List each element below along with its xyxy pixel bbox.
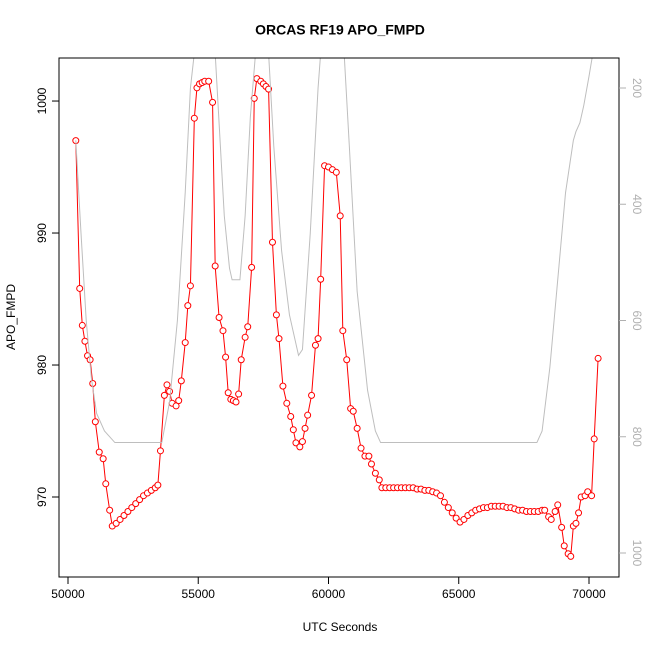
- x-tick-label: 50000: [51, 587, 85, 601]
- data-point: [166, 387, 174, 395]
- data-point: [211, 262, 219, 270]
- data-point: [215, 314, 223, 321]
- data-point: [554, 501, 562, 509]
- series-line: [75, 58, 593, 444]
- data-point: [287, 412, 295, 420]
- x-tick-label: 55000: [182, 587, 216, 601]
- data-point: [78, 321, 86, 329]
- data-point: [547, 515, 555, 523]
- data-point: [163, 381, 171, 389]
- data-point: [567, 552, 575, 560]
- data-point: [448, 509, 456, 517]
- data-point: [575, 509, 583, 517]
- data-point: [298, 438, 306, 446]
- data-point: [317, 275, 325, 283]
- y2-tick-label: 800: [630, 427, 644, 447]
- y2-tick-label: 400: [630, 194, 644, 214]
- data-point: [181, 339, 189, 347]
- data-point: [275, 335, 283, 343]
- y2-tick-label: 600: [630, 310, 644, 330]
- data-point: [190, 114, 198, 122]
- x-tick-label: 65000: [442, 587, 476, 601]
- data-point: [156, 447, 164, 455]
- data-point: [279, 382, 287, 390]
- data-point: [594, 354, 602, 362]
- data-point: [232, 398, 240, 406]
- data-point: [437, 492, 445, 500]
- data-point: [367, 460, 375, 468]
- data-point: [237, 356, 245, 364]
- data-point: [558, 523, 566, 531]
- data-point: [175, 397, 183, 405]
- plot-area: [72, 58, 602, 560]
- data-point: [209, 98, 217, 106]
- data-point: [184, 302, 192, 310]
- plot-frame: [58, 57, 620, 578]
- data-point: [289, 426, 297, 434]
- y-tick-label: 970: [35, 487, 49, 507]
- data-point: [91, 418, 99, 426]
- data-point: [304, 411, 312, 419]
- data-point: [353, 424, 361, 432]
- y-tick-label: 990: [35, 223, 49, 243]
- x-tick-label: 60000: [312, 587, 346, 601]
- data-point: [311, 341, 319, 349]
- data-point: [95, 448, 103, 456]
- data-point: [250, 94, 258, 102]
- data-point: [76, 284, 84, 292]
- data-point: [99, 455, 107, 463]
- data-point: [551, 508, 559, 516]
- data-point: [336, 212, 344, 220]
- data-point: [160, 391, 168, 399]
- x-tick-label: 70000: [572, 587, 606, 601]
- data-point: [283, 399, 291, 407]
- data-point: [244, 323, 252, 331]
- data-point: [219, 327, 227, 335]
- data-point: [186, 282, 194, 290]
- data-point: [365, 452, 373, 460]
- data-point: [572, 519, 580, 527]
- chart-title: ORCAS RF19 APO_FMPD: [255, 22, 425, 38]
- data-point: [102, 480, 110, 488]
- data-point: [268, 238, 276, 246]
- data-point: [272, 311, 280, 319]
- data-point: [541, 506, 549, 514]
- data-point: [371, 469, 379, 477]
- data-point: [224, 389, 232, 397]
- data-point: [154, 481, 162, 489]
- y-axis-label: APO_FMPD: [4, 284, 18, 350]
- data-point: [222, 353, 230, 361]
- data-point: [205, 77, 213, 85]
- data-point: [308, 391, 316, 399]
- y2-tick-label: 200: [630, 78, 644, 98]
- data-point: [349, 407, 357, 415]
- data-point: [444, 504, 452, 512]
- data-point: [343, 356, 351, 364]
- data-point: [248, 263, 256, 271]
- y2-tick-label: 1000: [630, 540, 644, 567]
- data-point: [241, 333, 249, 341]
- data-point: [375, 476, 383, 484]
- data-point: [235, 390, 243, 398]
- data-point: [314, 335, 322, 343]
- y-tick-label: 980: [35, 355, 49, 375]
- data-point: [588, 492, 596, 500]
- data-point: [590, 435, 598, 443]
- data-point: [339, 327, 347, 335]
- data-point: [106, 506, 114, 514]
- data-point: [560, 542, 568, 550]
- data-point: [81, 337, 89, 345]
- data-point: [177, 377, 185, 385]
- data-point: [357, 444, 365, 452]
- x-axis-label: UTC Seconds: [303, 620, 378, 634]
- data-point: [332, 168, 340, 176]
- data-point: [301, 424, 309, 432]
- y-tick-label: 1000: [35, 87, 49, 114]
- data-point: [440, 498, 448, 506]
